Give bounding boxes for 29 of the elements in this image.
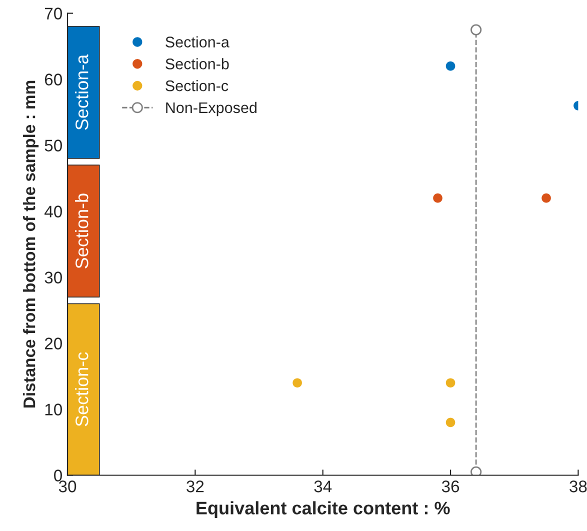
x-tick-label: 38	[570, 480, 587, 492]
legend-label: Section-c	[166, 80, 228, 92]
legend-label: Non-Exposed	[166, 102, 256, 116]
x-axis-title: Equivalent calcite content : %	[196, 501, 450, 518]
point	[542, 193, 551, 203]
point	[470, 466, 482, 476]
y-tick-label: 70	[44, 8, 62, 20]
point	[446, 378, 456, 388]
y-tick-label: 20	[44, 338, 62, 350]
point	[470, 24, 482, 36]
legend-label: Section-b	[166, 58, 229, 70]
legend-label: Section-a	[166, 36, 230, 48]
y-tick-label: 10	[45, 404, 62, 416]
band-label: Section-a	[75, 54, 88, 130]
band-label: Section-c	[75, 352, 88, 426]
point	[446, 418, 456, 428]
y-axis-title: Distance from bottom of the sample : mm	[23, 80, 39, 408]
y-tick-label: 60	[44, 74, 62, 86]
y-tick-label: 30	[44, 272, 62, 284]
band-label: Section-b	[75, 194, 88, 268]
point	[433, 193, 442, 203]
point	[292, 378, 302, 388]
x-tick-label: 36	[442, 480, 460, 492]
x-tick-label: 32	[186, 480, 204, 492]
y-tick-label: 50	[44, 140, 62, 152]
x-tick-label: 34	[314, 480, 332, 492]
y-tick-label: 40	[44, 206, 62, 218]
y-tick-label: 0	[54, 470, 62, 482]
x-tick-label: 30	[58, 480, 76, 492]
